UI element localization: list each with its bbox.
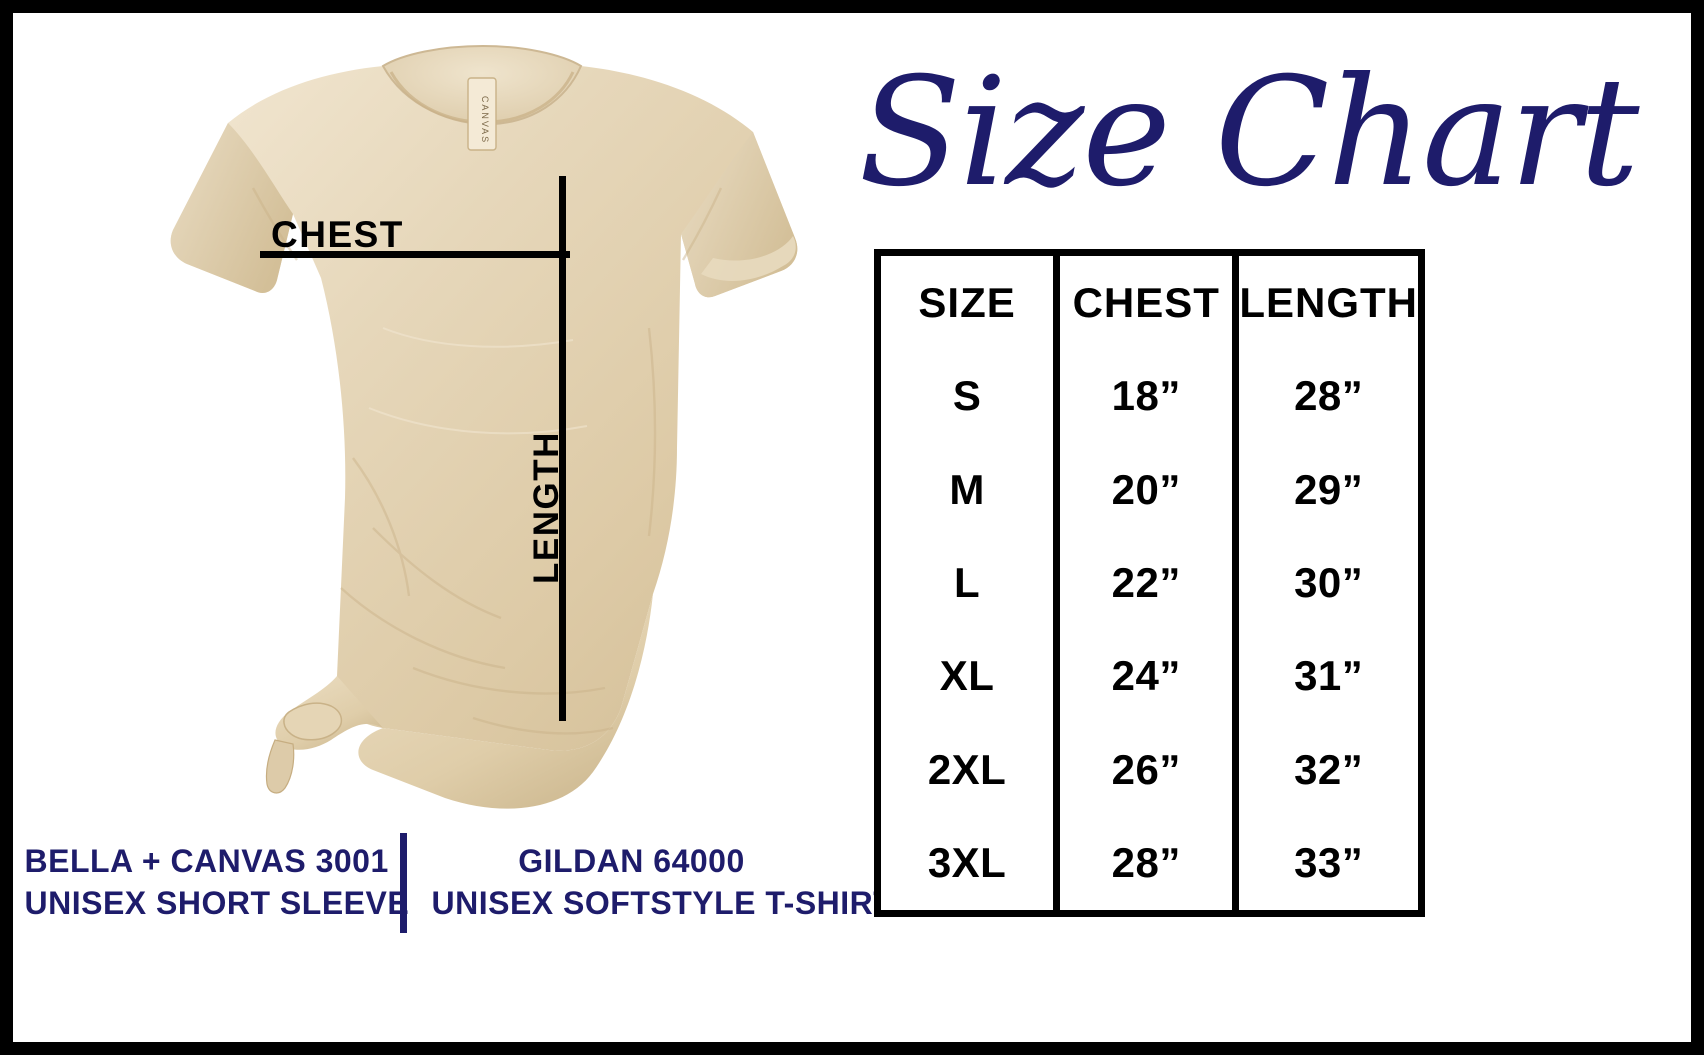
- table-row: 3XL: [927, 839, 1007, 887]
- brand-gildan-desc: UNISEX SOFTSTYLE T-SHIRT: [431, 885, 894, 921]
- brand-bella-canvas-desc: UNISEX SHORT SLEEVE: [24, 885, 410, 921]
- tshirt-illustration-panel: CANVAS: [13, 13, 843, 813]
- size-table: SIZE S M L XL 2XL 3XL CHEST 18” 20” 22” …: [874, 249, 1425, 917]
- table-row: 33”: [1294, 839, 1364, 887]
- brand-bella-canvas: BELLA + CANVAS 3001 UNISEX SHORT SLEEVE: [24, 841, 410, 924]
- table-row: 2XL: [927, 745, 1007, 793]
- chest-column: CHEST 18” 20” 22” 24” 26” 28”: [1053, 256, 1232, 910]
- length-column: LENGTH 28” 29” 30” 31” 32” 33”: [1232, 256, 1418, 910]
- table-row: L: [954, 558, 981, 606]
- brand-divider: [399, 833, 407, 933]
- chest-measure-line: [260, 251, 570, 258]
- svg-text:CANVAS: CANVAS: [480, 96, 490, 144]
- table-row: 24”: [1111, 652, 1181, 700]
- brand-gildan: GILDAN 64000 UNISEX SOFTSTYLE T-SHIRT: [431, 841, 894, 924]
- column-header-chest: CHEST: [1072, 278, 1220, 326]
- chart-canvas: CANVAS: [13, 13, 1691, 1042]
- length-measure-label-wrapper: LENGTH: [527, 431, 567, 584]
- table-row: 26”: [1111, 745, 1181, 793]
- brand-gildan-model: GILDAN 64000: [518, 843, 745, 880]
- table-row: 31”: [1294, 652, 1364, 700]
- table-row: 28”: [1294, 372, 1364, 420]
- table-row: 29”: [1294, 465, 1364, 513]
- tshirt-photo: CANVAS: [170, 44, 798, 809]
- table-row: 18”: [1111, 372, 1181, 420]
- page-title: Size Chart: [858, 46, 1640, 220]
- table-row: 30”: [1294, 558, 1364, 606]
- chest-measure-label: CHEST: [271, 214, 404, 255]
- table-row: 20”: [1111, 465, 1181, 513]
- table-row: 32”: [1294, 745, 1364, 793]
- brand-bella-canvas-model: BELLA + CANVAS 3001: [24, 843, 389, 880]
- column-header-size: SIZE: [918, 278, 1016, 326]
- table-row: 28”: [1111, 839, 1181, 887]
- brand-strip: BELLA + CANVAS 3001 UNISEX SHORT SLEEVE …: [13, 818, 894, 948]
- length-measure-label: LENGTH: [527, 431, 566, 584]
- table-row: 22”: [1111, 558, 1181, 606]
- table-row: S: [952, 372, 982, 420]
- length-measure-line: [559, 176, 566, 721]
- table-row: XL: [939, 652, 995, 700]
- size-column: SIZE S M L XL 2XL 3XL: [881, 256, 1053, 910]
- table-row: M: [949, 465, 985, 513]
- column-header-length: LENGTH: [1239, 278, 1418, 326]
